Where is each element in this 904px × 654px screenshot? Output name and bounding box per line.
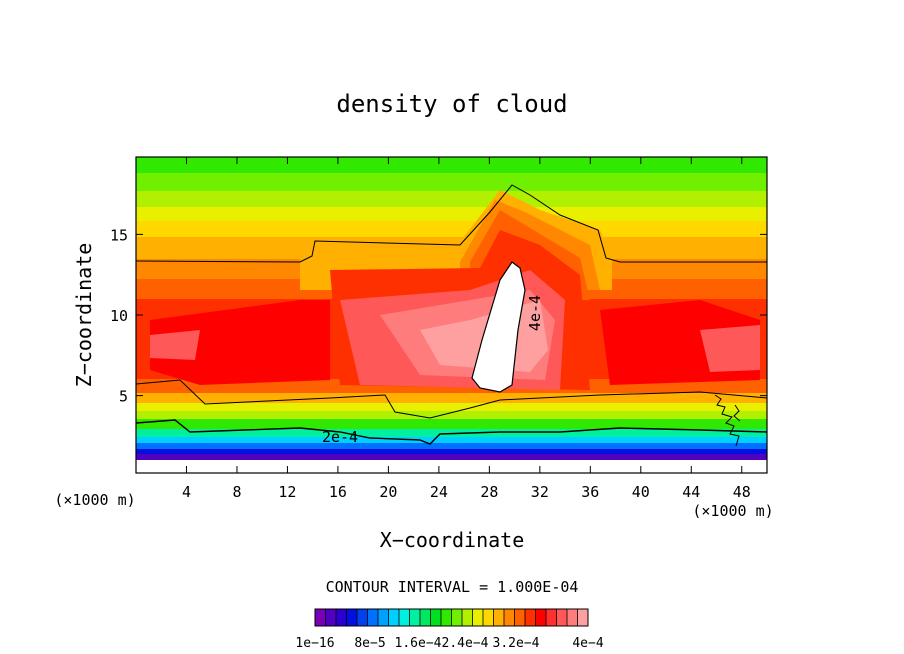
colorbar-swatch-6: [378, 609, 389, 626]
colorbar-swatch-24: [567, 609, 578, 626]
colorbar-label-4: 3.2e−4: [493, 636, 540, 651]
colorbar-labels: 1e−16 8e−5 1.6e−4 2.4e−4 3.2e−4 4e−4: [295, 636, 603, 651]
colorbar-swatch-3: [346, 609, 358, 626]
colorbar-swatch-7: [388, 609, 400, 626]
contour-interval-text: CONTOUR INTERVAL = 1.000E-04: [326, 578, 579, 596]
colorbar-label-3: 2.4e−4: [442, 636, 489, 651]
colorbar-label-2: 1.6e−4: [395, 636, 442, 651]
x-tick-label-4: 4: [182, 483, 191, 501]
colorbar-swatch-9: [409, 609, 421, 626]
colorbar-swatch-17: [493, 609, 505, 626]
contour-line-lower: [136, 379, 767, 419]
colorbar-swatch-1: [325, 609, 337, 626]
colorbar-swatch-2: [336, 609, 347, 626]
colorbar-swatch-20: [525, 609, 536, 626]
colorbar-swatch-22: [546, 609, 557, 626]
colorbar-label-5: 4e−4: [572, 636, 603, 651]
contour-line-2e-4: [136, 419, 767, 445]
y-tick-label-10: 10: [110, 307, 128, 325]
contour-label-4e-4: 4e-4: [526, 295, 544, 331]
colorbar-swatch-19: [514, 609, 526, 626]
x-tick-label-40: 40: [632, 483, 650, 501]
y-tick-label-15: 15: [110, 226, 128, 244]
colorbar-swatch-21: [535, 609, 547, 626]
x-tick-label-32: 32: [531, 483, 549, 501]
colorbar-swatch-14: [462, 609, 473, 626]
colorbar-swatch-11: [430, 609, 442, 626]
x-tick-label-8: 8: [232, 483, 241, 501]
colorbar-label-1: 8e−5: [354, 636, 385, 651]
x-tick-label-16: 16: [329, 483, 347, 501]
x-unit-label-left: (×1000 m): [54, 491, 135, 509]
colorbar-swatch-15: [472, 609, 484, 626]
y-tick-label-5: 5: [119, 388, 128, 406]
colorbar-swatch-16: [483, 609, 494, 626]
colorbar-swatch-5: [367, 609, 379, 626]
colorbar-swatch-10: [420, 609, 431, 626]
colorbar-swatch-8: [399, 609, 410, 626]
x-axis-label: X−coordinate: [380, 528, 525, 552]
colorbar: [314, 608, 589, 627]
contour-line-upper: [136, 184, 767, 263]
colorbar-swatch-25: [577, 609, 589, 626]
y-axis-label: Z−coordinate: [72, 243, 96, 388]
x-tick-label-12: 12: [278, 483, 296, 501]
colorbar-swatch-12: [441, 609, 452, 626]
colorbar-swatch-13: [451, 609, 463, 626]
colorbar-swatch-18: [504, 609, 515, 626]
chart-title: density of cloud: [336, 90, 567, 118]
colorbar-swatch-4: [357, 609, 368, 626]
density-field: [136, 157, 767, 473]
colorbar-swatch-23: [556, 609, 568, 626]
colorbar-label-0: 1e−16: [295, 636, 334, 651]
x-tick-label-44: 44: [682, 483, 700, 501]
contour-label-2e-4: 2e-4: [322, 428, 358, 446]
x-tick-label-24: 24: [430, 483, 448, 501]
x-tick-label-28: 28: [480, 483, 498, 501]
x-tick-label-48: 48: [733, 483, 751, 501]
colorbar-frame: [314, 608, 589, 627]
x-axis-ticks: 4 8 12 16 20 24 28 32 36 40 44 48: [182, 157, 751, 501]
y-axis-ticks: 5 10 15: [110, 226, 767, 406]
colorbar-swatch-0: [315, 609, 326, 626]
contour-noise-right: [714, 394, 741, 447]
x-tick-label-36: 36: [581, 483, 599, 501]
x-unit-label-right: (×1000 m): [692, 502, 773, 520]
x-tick-label-20: 20: [379, 483, 397, 501]
